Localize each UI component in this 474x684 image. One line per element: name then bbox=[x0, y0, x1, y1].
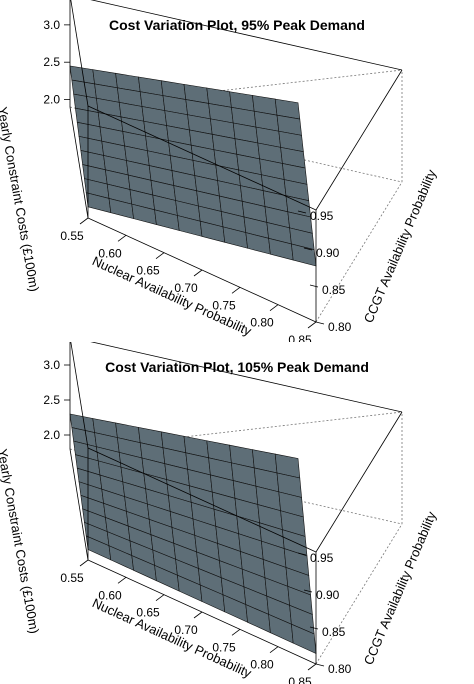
front-floor-edge-y bbox=[69, 448, 89, 561]
z-tick-label: 2.0 bbox=[43, 428, 60, 442]
x-tick bbox=[193, 269, 203, 277]
x-tick-label: 0.65 bbox=[136, 606, 160, 620]
x-tick-label: 0.80 bbox=[250, 658, 274, 672]
y-tick-label: 0.95 bbox=[310, 209, 334, 223]
back-floor-edge-x bbox=[315, 523, 403, 665]
top-back-edge-x bbox=[90, 342, 403, 413]
y-axis-label: CCGT Availability Probability bbox=[361, 167, 439, 325]
x-tick bbox=[193, 611, 203, 619]
y-tick-label: 0.80 bbox=[328, 320, 352, 334]
y-tick bbox=[303, 247, 313, 251]
z-axis-label: Yearly Constraint Costs (£100m) bbox=[0, 106, 42, 293]
top-edge-x bbox=[87, 105, 317, 211]
chart-title: Cost Variation Plot, 105% Peak Demand bbox=[105, 359, 369, 375]
y-tick-label: 0.90 bbox=[316, 588, 340, 602]
y-tick bbox=[309, 284, 319, 288]
x-axis-label: Nuclear Availability Probability bbox=[90, 253, 254, 339]
x-tick bbox=[79, 217, 89, 225]
x-tick-label: 0.70 bbox=[174, 281, 198, 295]
y-tick bbox=[297, 210, 307, 214]
y-tick bbox=[303, 589, 313, 593]
x-tick bbox=[117, 577, 127, 584]
x-tick-label: 0.80 bbox=[250, 316, 274, 330]
z-tick-label: 2.5 bbox=[43, 55, 60, 69]
top-back-edge-y bbox=[315, 69, 403, 211]
x-tick-label: 0.75 bbox=[212, 640, 236, 654]
x-tick bbox=[307, 321, 317, 329]
z-tick-label: 3.0 bbox=[43, 358, 60, 372]
surface-facet bbox=[291, 623, 317, 654]
y-tick-label: 0.80 bbox=[328, 662, 352, 676]
top-edge-x bbox=[87, 447, 317, 553]
x-tick-label: 0.55 bbox=[60, 229, 84, 243]
x-tick bbox=[269, 646, 279, 653]
top-edge-y bbox=[70, 342, 89, 449]
y-tick-label: 0.85 bbox=[322, 625, 346, 639]
x-tick bbox=[117, 235, 127, 242]
chart-title: Cost Variation Plot, 95% Peak Demand bbox=[109, 17, 365, 33]
x-tick bbox=[231, 287, 241, 294]
top-back-edge-y bbox=[315, 411, 403, 553]
x-tick-label: 0.65 bbox=[136, 264, 160, 278]
top-edge-y bbox=[70, 0, 89, 107]
y-tick bbox=[297, 552, 307, 556]
x-tick-label: 0.85 bbox=[288, 333, 312, 342]
x-tick-label: 0.60 bbox=[98, 588, 122, 602]
x-tick bbox=[231, 629, 241, 636]
surface-plot-95: Cost Variation Plot, 95% Peak Demand 0.55… bbox=[0, 0, 439, 342]
surface-plot-105: Cost Variation Plot, 105% Peak Demand 0.5… bbox=[0, 342, 439, 684]
z-tick-label: 3.0 bbox=[43, 18, 60, 32]
x-tick bbox=[269, 304, 279, 311]
y-tick bbox=[315, 663, 325, 667]
y-tick-label: 0.95 bbox=[310, 551, 334, 565]
x-tick-label: 0.70 bbox=[174, 623, 198, 637]
x-tick-label: 0.60 bbox=[98, 246, 122, 260]
y-tick bbox=[315, 321, 325, 325]
top-back-edge-x bbox=[90, 0, 403, 71]
z-axis-label: Yearly Constraint Costs (£100m) bbox=[0, 448, 42, 635]
back-floor-edge-x bbox=[315, 181, 403, 323]
y-tick-label: 0.90 bbox=[316, 246, 340, 260]
z-tick-label: 2.5 bbox=[43, 393, 60, 407]
z-tick-label: 2.0 bbox=[43, 93, 60, 107]
chart-panel-95: Cost Variation Plot, 95% Peak Demand 0.55… bbox=[0, 0, 439, 342]
x-tick-label: 0.55 bbox=[60, 571, 84, 585]
x-tick bbox=[307, 663, 317, 671]
x-tick bbox=[155, 594, 165, 601]
x-tick bbox=[155, 252, 165, 259]
chart-panel-105: Cost Variation Plot, 105% Peak Demand 0.5… bbox=[0, 342, 474, 684]
y-tick-label: 0.85 bbox=[322, 283, 346, 297]
y-tick bbox=[309, 626, 319, 630]
y-axis-label: CCGT Availability Probability bbox=[361, 509, 439, 667]
x-tick bbox=[79, 559, 89, 567]
x-tick-label: 0.85 bbox=[288, 675, 312, 684]
x-tick-label: 0.75 bbox=[212, 298, 236, 312]
front-floor-edge-y bbox=[69, 106, 89, 219]
